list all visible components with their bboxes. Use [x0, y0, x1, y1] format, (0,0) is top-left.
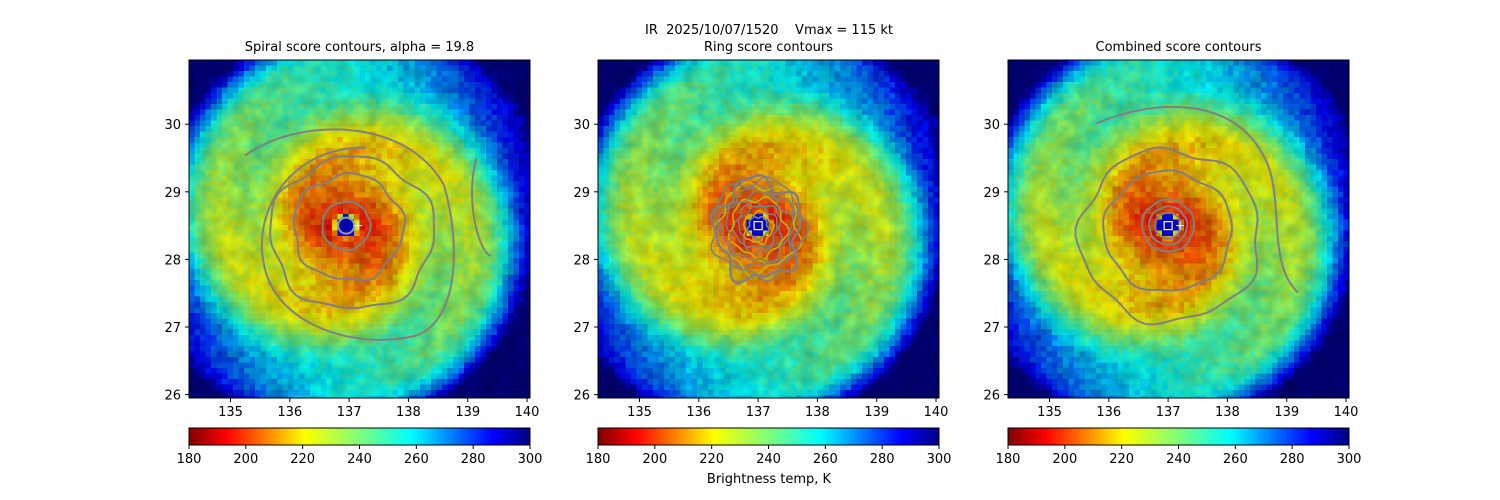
colorbar: 180 200 220 240 260 280 300	[177, 427, 543, 467]
colorbar-tick-label: 240	[347, 452, 372, 467]
figure-suptitle: IR 2025/10/07/1520 Vmax = 115 kt	[645, 23, 893, 38]
colorbar-tick-label: 260	[404, 452, 429, 467]
colorbar-tick-label: 300	[518, 452, 543, 467]
x-tick-label: 138	[396, 405, 421, 420]
contour-spiral-arm	[244, 128, 455, 341]
colorbar-tick-label: 280	[461, 452, 486, 467]
y-axis: 26 27 28 29 30	[164, 118, 189, 404]
contour-line	[471, 158, 492, 257]
colorbar-tick-label: 180	[177, 452, 202, 467]
axes-frame	[188, 59, 531, 399]
contour-line	[292, 171, 407, 282]
colorbar-tick-label: 200	[233, 452, 258, 467]
x-tick-label: 137	[337, 405, 362, 420]
center-cross-marker	[354, 221, 363, 230]
y-tick-label: 28	[164, 253, 181, 268]
y-tick-label: 30	[164, 118, 181, 133]
colorbar-tick-label: 220	[290, 452, 315, 467]
contour-line	[321, 200, 372, 251]
score-contours	[244, 128, 492, 341]
panel-title: Ring score contours	[704, 40, 833, 55]
y-tick-label: 27	[164, 321, 181, 336]
x-tick-label: 140	[515, 405, 540, 420]
panel-title: Spiral score contours, alpha = 19.8	[245, 40, 474, 55]
colorbar-gradient	[188, 427, 531, 446]
x-axis: 135 136 137 138 139 140	[218, 398, 539, 420]
x-tick-label: 136	[277, 405, 302, 420]
y-tick-label: 29	[164, 186, 181, 201]
contour-line	[269, 155, 436, 310]
y-tick-label: 26	[164, 389, 181, 404]
heatmap-texture	[189, 60, 530, 398]
x-tick-label: 135	[218, 405, 243, 420]
x-tick-label: 139	[455, 405, 480, 420]
ir-heatmap	[189, 60, 531, 399]
